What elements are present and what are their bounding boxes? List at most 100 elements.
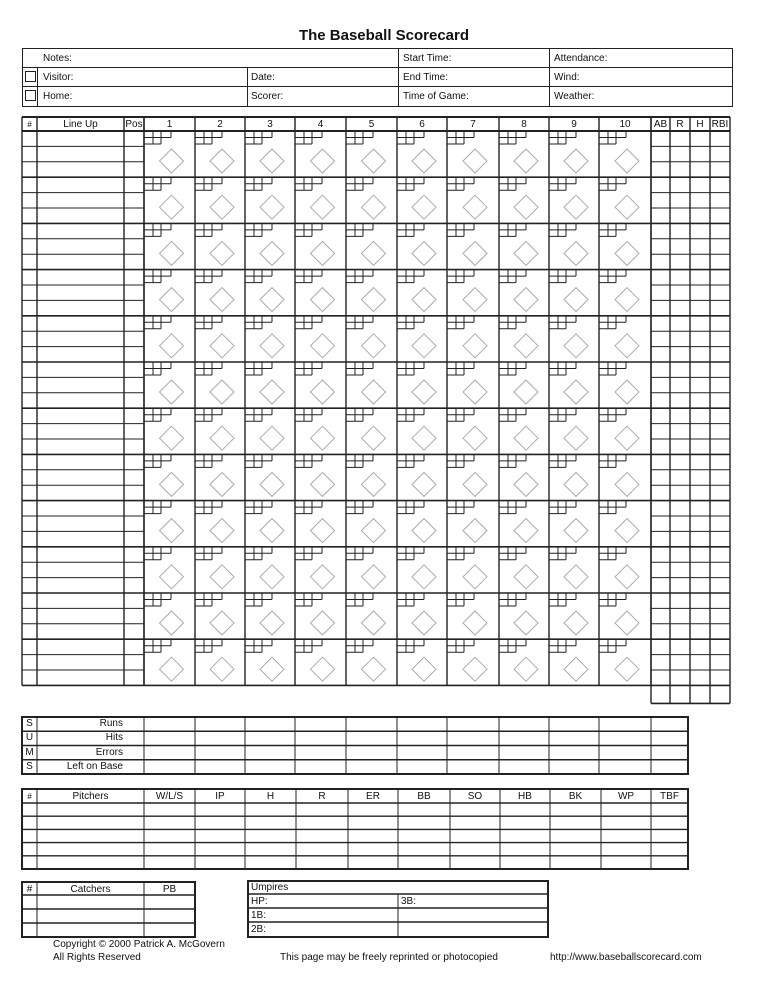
at-bat-cell[interactable] bbox=[447, 500, 488, 544]
at-bat-cell[interactable] bbox=[599, 546, 640, 590]
at-bat-cell[interactable] bbox=[245, 223, 285, 267]
at-bat-cell[interactable] bbox=[499, 639, 539, 682]
at-bat-cell[interactable] bbox=[397, 454, 437, 498]
at-bat-cell[interactable] bbox=[245, 500, 285, 544]
time-of-game-field[interactable]: Time of Game: bbox=[403, 91, 469, 102]
at-bat-cell[interactable] bbox=[295, 131, 336, 174]
at-bat-cell[interactable] bbox=[499, 315, 539, 359]
at-bat-cell[interactable] bbox=[245, 362, 285, 405]
at-bat-cell[interactable] bbox=[397, 223, 437, 267]
at-bat-cell[interactable] bbox=[599, 269, 640, 313]
at-bat-cell[interactable] bbox=[144, 131, 185, 174]
at-bat-cell[interactable] bbox=[447, 362, 488, 405]
at-bat-cell[interactable] bbox=[144, 500, 185, 544]
umpire-2b-field[interactable]: 2B: bbox=[251, 924, 267, 935]
at-bat-cell[interactable] bbox=[549, 546, 589, 590]
at-bat-cell[interactable] bbox=[599, 500, 640, 544]
at-bat-cell[interactable] bbox=[295, 500, 336, 544]
at-bat-cell[interactable] bbox=[599, 593, 640, 636]
weather-field[interactable]: Weather: bbox=[554, 91, 595, 102]
at-bat-cell[interactable] bbox=[346, 223, 387, 267]
at-bat-cell[interactable] bbox=[195, 546, 235, 590]
at-bat-cell[interactable] bbox=[346, 315, 387, 359]
at-bat-cell[interactable] bbox=[599, 408, 640, 451]
at-bat-cell[interactable] bbox=[397, 177, 437, 220]
at-bat-cell[interactable] bbox=[447, 639, 488, 682]
at-bat-cell[interactable] bbox=[295, 223, 336, 267]
at-bat-cell[interactable] bbox=[599, 131, 640, 174]
at-bat-cell[interactable] bbox=[549, 362, 589, 405]
at-bat-cell[interactable] bbox=[346, 362, 387, 405]
at-bat-cell[interactable] bbox=[599, 223, 640, 267]
attendance-field[interactable]: Attendance: bbox=[554, 53, 608, 64]
at-bat-cell[interactable] bbox=[499, 454, 539, 498]
at-bat-cell[interactable] bbox=[346, 131, 387, 174]
home-field[interactable]: Home: bbox=[43, 91, 73, 102]
at-bat-cell[interactable] bbox=[195, 408, 235, 451]
at-bat-cell[interactable] bbox=[295, 593, 336, 636]
at-bat-cell[interactable] bbox=[195, 362, 235, 405]
at-bat-cell[interactable] bbox=[144, 454, 185, 498]
at-bat-cell[interactable] bbox=[346, 454, 387, 498]
at-bat-cell[interactable] bbox=[549, 639, 589, 682]
at-bat-cell[interactable] bbox=[346, 408, 387, 451]
at-bat-cell[interactable] bbox=[295, 269, 336, 313]
at-bat-cell[interactable] bbox=[599, 362, 640, 405]
end-time-field[interactable]: End Time: bbox=[403, 72, 449, 83]
at-bat-cell[interactable] bbox=[144, 223, 185, 267]
at-bat-cell[interactable] bbox=[195, 454, 235, 498]
website-link[interactable]: http://www.baseballscorecard.com bbox=[550, 952, 702, 963]
at-bat-cell[interactable] bbox=[447, 408, 488, 451]
at-bat-cell[interactable] bbox=[499, 546, 539, 590]
at-bat-cell[interactable] bbox=[245, 454, 285, 498]
at-bat-cell[interactable] bbox=[295, 639, 336, 682]
umpire-hp-field[interactable]: HP: bbox=[251, 896, 268, 907]
at-bat-cell[interactable] bbox=[397, 546, 437, 590]
at-bat-cell[interactable] bbox=[295, 408, 336, 451]
at-bat-cell[interactable] bbox=[447, 315, 488, 359]
umpire-1b-field[interactable]: 1B: bbox=[251, 910, 267, 921]
at-bat-cell[interactable] bbox=[245, 177, 285, 220]
at-bat-cell[interactable] bbox=[195, 500, 235, 544]
at-bat-cell[interactable] bbox=[397, 593, 437, 636]
at-bat-cell[interactable] bbox=[549, 408, 589, 451]
at-bat-cell[interactable] bbox=[295, 546, 336, 590]
at-bat-cell[interactable] bbox=[549, 223, 589, 267]
at-bat-cell[interactable] bbox=[397, 315, 437, 359]
visitor-checkbox[interactable] bbox=[25, 71, 36, 82]
at-bat-cell[interactable] bbox=[245, 639, 285, 682]
umpire-3b-field[interactable]: 3B: bbox=[401, 896, 417, 907]
at-bat-cell[interactable] bbox=[447, 269, 488, 313]
at-bat-cell[interactable] bbox=[245, 269, 285, 313]
at-bat-cell[interactable] bbox=[144, 362, 185, 405]
at-bat-cell[interactable] bbox=[245, 408, 285, 451]
at-bat-cell[interactable] bbox=[346, 177, 387, 220]
date-field[interactable]: Date: bbox=[251, 72, 275, 83]
at-bat-cell[interactable] bbox=[195, 315, 235, 359]
at-bat-cell[interactable] bbox=[499, 593, 539, 636]
at-bat-cell[interactable] bbox=[447, 223, 488, 267]
at-bat-cell[interactable] bbox=[549, 131, 589, 174]
at-bat-cell[interactable] bbox=[195, 269, 235, 313]
at-bat-cell[interactable] bbox=[245, 593, 285, 636]
at-bat-cell[interactable] bbox=[144, 593, 185, 636]
at-bat-cell[interactable] bbox=[447, 177, 488, 220]
at-bat-cell[interactable] bbox=[549, 500, 589, 544]
at-bat-cell[interactable] bbox=[144, 177, 185, 220]
at-bat-cell[interactable] bbox=[295, 362, 336, 405]
at-bat-cell[interactable] bbox=[599, 315, 640, 359]
at-bat-cell[interactable] bbox=[346, 546, 387, 590]
at-bat-cell[interactable] bbox=[346, 269, 387, 313]
at-bat-cell[interactable] bbox=[549, 454, 589, 498]
at-bat-cell[interactable] bbox=[499, 362, 539, 405]
at-bat-cell[interactable] bbox=[499, 131, 539, 174]
at-bat-cell[interactable] bbox=[144, 546, 185, 590]
at-bat-cell[interactable] bbox=[397, 500, 437, 544]
at-bat-cell[interactable] bbox=[499, 408, 539, 451]
at-bat-cell[interactable] bbox=[397, 131, 437, 174]
at-bat-cell[interactable] bbox=[295, 315, 336, 359]
at-bat-cell[interactable] bbox=[397, 639, 437, 682]
at-bat-cell[interactable] bbox=[295, 454, 336, 498]
at-bat-cell[interactable] bbox=[499, 269, 539, 313]
at-bat-cell[interactable] bbox=[499, 223, 539, 267]
